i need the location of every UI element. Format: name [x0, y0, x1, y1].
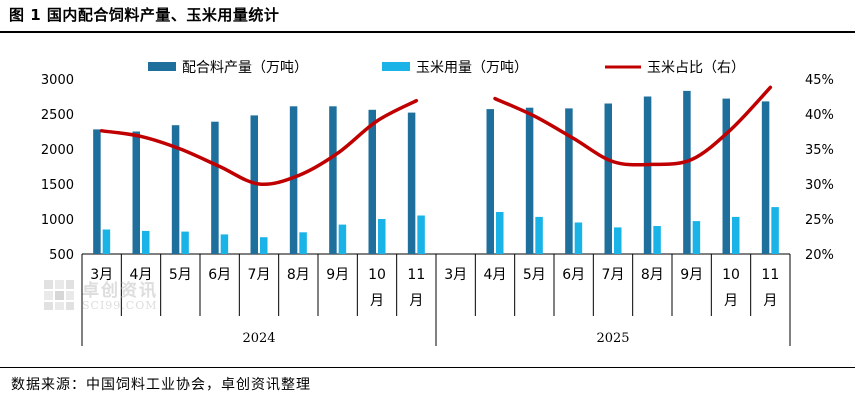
- x-tick-label: 月: [370, 293, 384, 309]
- x-tick-label: 4月: [484, 267, 507, 283]
- bar-feed-output: [604, 103, 612, 254]
- bar-feed-output: [486, 109, 494, 254]
- watermark-name: 卓创资讯: [82, 281, 158, 301]
- bar-feed-output: [643, 96, 652, 254]
- source-rule: [0, 367, 855, 368]
- bar-feed-output: [525, 107, 534, 254]
- bar-feed-output: [761, 101, 770, 255]
- bar-corn-usage: [378, 219, 386, 254]
- x-tick-label: 8月: [287, 267, 310, 283]
- bar-feed-output: [722, 98, 730, 254]
- x-tick-label: 月: [763, 293, 777, 309]
- y-right-tick-label: 25%: [805, 213, 834, 228]
- bar-corn-usage: [574, 222, 583, 254]
- chart-title: 图 1 国内配合饲料产量、玉米用量统计: [9, 6, 280, 24]
- bar-feed-output: [211, 121, 219, 254]
- bar-feed-output: [289, 106, 298, 254]
- x-tick-label: 10: [368, 267, 386, 283]
- y-right-tick-label: 45%: [805, 73, 834, 88]
- legend-label-ratio: 玉米占比（右）: [647, 60, 745, 76]
- x-tick-label: 11: [761, 267, 779, 283]
- bar-corn-usage: [771, 207, 779, 254]
- bar-feed-output: [329, 106, 337, 254]
- title-rule: [0, 31, 855, 33]
- legend-label-feed: 配合料产量（万吨）: [182, 60, 308, 76]
- bar-feed-output: [368, 109, 376, 254]
- legend-swatch-corn: [382, 62, 410, 71]
- y-left-tick-label: 2000: [41, 143, 74, 158]
- y-left-tick-label: 2500: [41, 108, 74, 123]
- bar-corn-usage: [535, 216, 543, 254]
- y-right-tick-label: 30%: [805, 178, 834, 193]
- bar-feed-output: [171, 125, 180, 254]
- legend-label-corn: 玉米用量（万吨）: [416, 60, 528, 76]
- x-tick-label: 3月: [90, 267, 113, 283]
- bar-feed-output: [93, 129, 101, 254]
- bar-corn-usage: [653, 226, 661, 254]
- x-tick-label: 月: [724, 293, 738, 309]
- y-left-tick-label: 3000: [41, 73, 74, 88]
- line-corn-ratio: [493, 85, 773, 167]
- y-right-tick-label: 40%: [805, 108, 834, 123]
- source-note: 数据来源：中国饲料工业协会，卓创资讯整理: [11, 377, 311, 393]
- bar-corn-usage: [417, 215, 425, 254]
- y-right-tick-label: 20%: [805, 248, 834, 263]
- x-tick-label: 6月: [562, 267, 585, 283]
- legend: 配合料产量（万吨） 玉米用量（万吨） 玉米占比（右）: [148, 60, 745, 76]
- bar-feed-output: [132, 131, 140, 254]
- year-label: 2024: [242, 331, 275, 346]
- bar-corn-usage: [102, 229, 111, 254]
- bar-corn-usage: [692, 221, 701, 254]
- x-tick-label: 11: [407, 267, 425, 283]
- x-tick-label: 10: [722, 267, 740, 283]
- y-right-tick-label: 35%: [805, 143, 834, 158]
- bar-feed-output: [683, 90, 691, 255]
- x-tick-label: 月: [409, 293, 423, 309]
- x-tick-label: 4月: [130, 267, 153, 283]
- axes-layer: 500 1000 1500 2000 2500 3000 20% 25% 30% 35% 40% 45…: [41, 73, 834, 346]
- line-layer: [99, 85, 773, 187]
- bar-corn-usage: [260, 237, 268, 254]
- bar-corn-usage: [614, 227, 622, 254]
- y-left-tick-label: 500: [49, 248, 74, 263]
- x-tick-label: 8月: [641, 267, 664, 283]
- year-label: 2025: [596, 331, 629, 346]
- x-tick-label: 9月: [680, 267, 703, 283]
- bars-layer: [93, 90, 779, 255]
- x-tick-label: 7月: [602, 267, 625, 283]
- watermark: 卓创资讯 SCI99.COM: [42, 276, 212, 322]
- line-corn-ratio: [99, 98, 419, 187]
- watermark-site: SCI99.COM: [82, 299, 158, 312]
- bar-corn-usage: [496, 212, 504, 254]
- bar-feed-output: [565, 108, 573, 255]
- x-tick-label: 5月: [523, 267, 546, 283]
- x-tick-label: 5月: [169, 267, 192, 283]
- bar-feed-output: [407, 112, 416, 254]
- bar-corn-usage: [338, 224, 347, 254]
- x-tick-label: 3月: [444, 267, 467, 283]
- y-left-tick-label: 1500: [41, 178, 74, 193]
- bar-corn-usage: [181, 231, 189, 254]
- legend-swatch-feed: [148, 62, 176, 71]
- bar-corn-usage: [220, 234, 229, 254]
- bar-corn-usage: [732, 216, 740, 254]
- bar-corn-usage: [142, 230, 150, 254]
- x-tick-label: 7月: [248, 267, 271, 283]
- x-tick-label: 6月: [208, 267, 231, 283]
- watermark-logo-icon: [44, 280, 74, 310]
- y-left-tick-label: 1000: [41, 213, 74, 228]
- x-tick-label: 9月: [326, 267, 349, 283]
- bar-corn-usage: [299, 232, 307, 254]
